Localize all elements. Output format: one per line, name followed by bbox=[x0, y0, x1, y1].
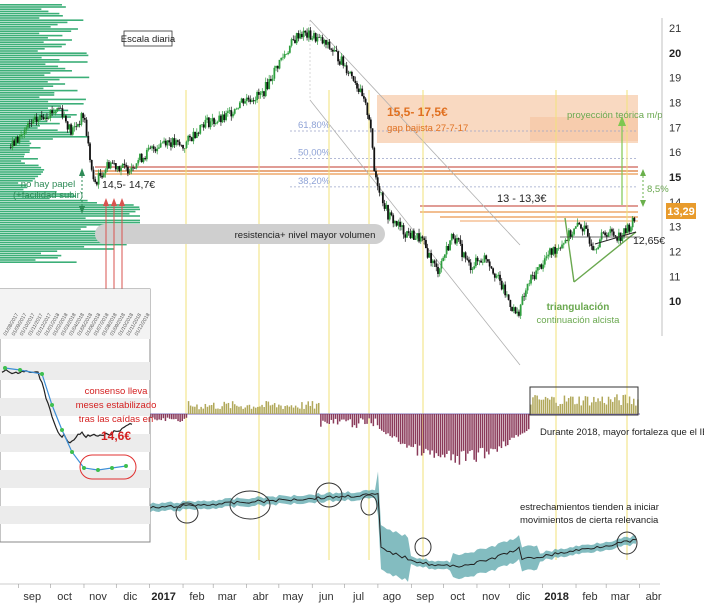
volume-by-price-profile bbox=[0, 4, 140, 263]
inset-consensus-point bbox=[96, 468, 100, 472]
y-tick-label: 11 bbox=[669, 271, 680, 283]
downtrend-channel bbox=[309, 19, 521, 366]
squeeze-circles bbox=[175, 482, 638, 557]
price-candles bbox=[9, 27, 636, 319]
no-paper-line1: no hay papel bbox=[21, 179, 75, 190]
consensus-value: 14,6€ bbox=[101, 429, 131, 443]
triangle-sub: continuación alcista bbox=[537, 315, 621, 326]
gap-zone-label: 15,5- 17,5€ bbox=[387, 105, 448, 119]
inset-consensus-point bbox=[40, 372, 44, 376]
target-arrows bbox=[79, 116, 646, 214]
x-tick-label: mar bbox=[611, 591, 630, 603]
no-paper-line2: (+facilidad subir) bbox=[13, 190, 83, 201]
consensus-inset: 01/08/201701/09/201701/10/201701/11/2017… bbox=[0, 288, 157, 543]
y-tick-label: 18 bbox=[669, 97, 681, 109]
y-tick-label: 12 bbox=[669, 246, 681, 258]
consensus-line2: meses estabilizado bbox=[76, 400, 157, 411]
x-tick-label: oct bbox=[450, 591, 465, 603]
support-band bbox=[95, 166, 638, 175]
y-tick-label: 15 bbox=[669, 172, 681, 184]
x-tick-label: dic bbox=[516, 591, 531, 603]
x-tick-label: abr bbox=[646, 591, 662, 603]
consensus-line1: consenso lleva bbox=[85, 386, 149, 397]
x-tick-label: ago bbox=[383, 591, 401, 603]
inset-consensus-point bbox=[60, 428, 64, 432]
gap-zone bbox=[377, 95, 638, 143]
fib-label: 38,20% bbox=[298, 176, 331, 187]
y-tick-label: 10 bbox=[669, 296, 681, 308]
x-tick-label: nov bbox=[89, 591, 107, 603]
y-tick-label: 17 bbox=[669, 122, 681, 134]
scale-box bbox=[123, 30, 173, 47]
y-tick-label: 21 bbox=[669, 23, 681, 35]
fib-label: 61,80% bbox=[298, 120, 331, 131]
squeeze-line2: movimientos de cierta relevancia bbox=[520, 515, 659, 526]
resistance-band bbox=[420, 205, 638, 222]
inset-consensus-point bbox=[82, 466, 86, 470]
x-tick-label: mar bbox=[218, 591, 237, 603]
triangle-title: triangulación bbox=[547, 302, 610, 313]
support-low-label: 12,65€ bbox=[633, 235, 665, 247]
x-tick-label: feb bbox=[189, 591, 204, 603]
inset-consensus-point bbox=[70, 450, 74, 454]
triangle-pattern bbox=[560, 217, 640, 283]
inset-consensus-point bbox=[18, 368, 22, 372]
inset-consensus-point bbox=[50, 403, 54, 407]
current-price: 13,29 bbox=[667, 206, 695, 218]
resistance-label: 13 - 13,3€ bbox=[497, 193, 547, 205]
consensus-line3: tras las caídas en bbox=[79, 414, 153, 425]
y-tick-label: 20 bbox=[669, 48, 681, 60]
inset-consensus-point bbox=[110, 466, 114, 470]
y-tick-label: 13 bbox=[669, 222, 681, 234]
support-band-label: 14,5- 14,7€ bbox=[102, 179, 155, 191]
consensus-highlight bbox=[79, 454, 137, 480]
squeeze-line1: estrechamientos tienden a iniciar bbox=[520, 502, 659, 513]
x-tick-label: abr bbox=[253, 591, 269, 603]
x-tick-label: jun bbox=[318, 591, 334, 603]
x-tick-label: nov bbox=[482, 591, 500, 603]
y-tick-label: 19 bbox=[669, 73, 681, 85]
x-tick-label: jul bbox=[352, 591, 364, 603]
x-tick-label: sep bbox=[23, 591, 41, 603]
x-tick-label: dic bbox=[123, 591, 138, 603]
inset-consensus-point bbox=[3, 366, 7, 370]
x-tick-label: sep bbox=[416, 591, 434, 603]
inset-consensus-line bbox=[4, 367, 127, 471]
fib-label: 50,00% bbox=[298, 147, 331, 158]
momentum-histogram bbox=[150, 394, 639, 465]
x-tick-label: feb bbox=[582, 591, 597, 603]
resistance-volume-bar bbox=[95, 224, 385, 244]
x-tick-label: oct bbox=[57, 591, 72, 603]
scale-box-label: Escala diaria bbox=[121, 34, 176, 45]
x-tick-label: 2017 bbox=[151, 591, 175, 603]
ibex-strength-box bbox=[529, 386, 639, 416]
pct-label: 8,5% bbox=[647, 184, 669, 195]
inset-consensus-point bbox=[124, 464, 128, 468]
y-tick-label: 16 bbox=[669, 147, 681, 159]
volatility-band bbox=[149, 471, 637, 582]
gap-zone-sub: gap bajista 27-7-17 bbox=[387, 123, 468, 134]
projection-label: proyección teórica m/p bbox=[567, 110, 663, 121]
time-axis: sep oct nov dic 2017 feb mar abr may jun jul ago sep… bbox=[0, 583, 662, 603]
resistance-volume-label: resistencia+ nivel mayor volumen bbox=[235, 230, 376, 241]
ibex-label: Durante 2018, mayor fortaleza que el IBE… bbox=[540, 427, 704, 438]
x-tick-label: may bbox=[282, 591, 303, 603]
cycle-guide-lines bbox=[185, 90, 628, 560]
current-price-box bbox=[666, 203, 696, 219]
x-tick-label: 2018 bbox=[544, 591, 568, 603]
fibonacci-levels: 61,80% 50,00% 38,20% bbox=[290, 120, 638, 188]
